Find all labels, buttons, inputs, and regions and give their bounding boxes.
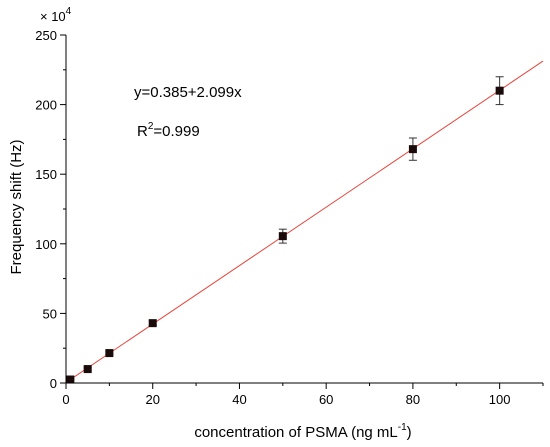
y-tick-label: 100 — [35, 237, 57, 252]
x-tick-label: 80 — [406, 392, 420, 407]
y-tick-label: 50 — [43, 306, 57, 321]
fit-equation: y=0.385+2.099x — [134, 84, 242, 101]
data-point — [148, 319, 157, 328]
y-multiplier: × 104 — [40, 6, 72, 24]
data-point — [66, 375, 75, 384]
y-tick-label: 250 — [35, 28, 57, 43]
data-point — [495, 86, 504, 95]
x-axis-title: concentration of PSMA (ng mL-1) — [194, 422, 411, 441]
x-tick-label: 60 — [319, 392, 333, 407]
data-point — [278, 232, 287, 241]
fit-line — [65, 60, 544, 383]
data-point — [408, 145, 417, 154]
x-tick-label: 100 — [489, 392, 511, 407]
r-squared: R2=0.999 — [137, 121, 200, 140]
axes: 0 20 40 60 80 100 0 50 100 150 200 250 — [35, 28, 544, 407]
x-tick-label: 0 — [62, 392, 69, 407]
y-tick-label: 150 — [35, 167, 57, 182]
y-tick-label: 200 — [35, 98, 57, 113]
plot-area — [65, 60, 544, 384]
x-tick-label: 40 — [232, 392, 246, 407]
data-point — [83, 365, 92, 374]
y-axis-title: Frequency shift (Hz) — [8, 139, 25, 274]
x-tick-label: 20 — [145, 392, 159, 407]
y-tick-label: 0 — [50, 376, 57, 391]
data-point — [105, 349, 114, 358]
